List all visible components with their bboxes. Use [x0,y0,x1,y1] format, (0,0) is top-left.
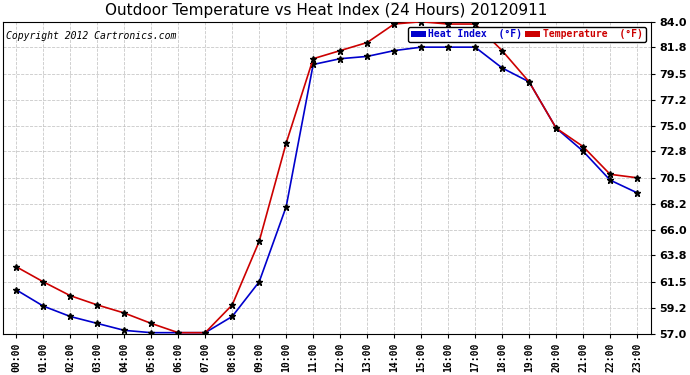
Text: Copyright 2012 Cartronics.com: Copyright 2012 Cartronics.com [6,31,177,41]
Title: Outdoor Temperature vs Heat Index (24 Hours) 20120911: Outdoor Temperature vs Heat Index (24 Ho… [106,3,548,18]
Legend: Heat Index  (°F), Temperature  (°F): Heat Index (°F), Temperature (°F) [408,27,646,42]
